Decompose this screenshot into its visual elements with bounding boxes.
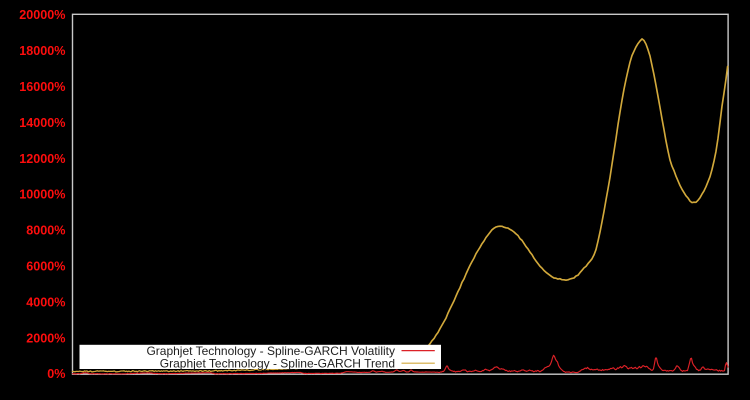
svg-text:14000%: 14000% [19, 116, 65, 130]
svg-text:0%: 0% [47, 367, 65, 381]
svg-text:Graphjet Technology - Spline-G: Graphjet Technology - Spline-GARCH Trend [160, 356, 395, 370]
svg-text:8000%: 8000% [26, 224, 65, 238]
svg-text:2000%: 2000% [26, 331, 65, 345]
svg-text:10000%: 10000% [19, 188, 65, 202]
svg-text:16000%: 16000% [19, 80, 65, 94]
svg-text:18000%: 18000% [19, 44, 65, 58]
svg-text:6000%: 6000% [26, 260, 65, 274]
svg-text:20000%: 20000% [19, 8, 65, 22]
svg-text:12000%: 12000% [19, 152, 65, 166]
svg-text:4000%: 4000% [26, 295, 65, 309]
svg-text:Graphjet Technology - Spline-G: Graphjet Technology - Spline-GARCH Volat… [146, 344, 395, 358]
